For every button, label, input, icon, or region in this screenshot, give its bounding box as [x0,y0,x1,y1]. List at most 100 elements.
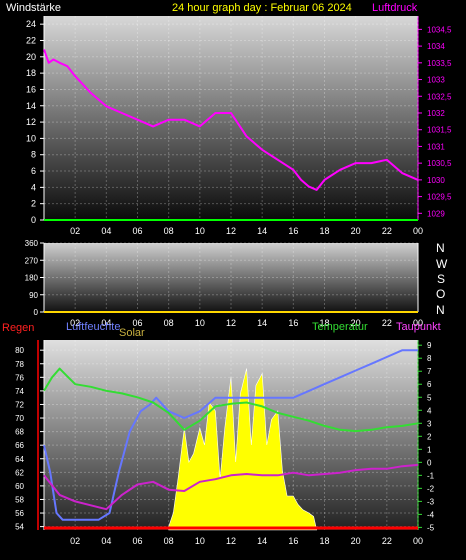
dewpoint-label: Taupunkt [396,321,441,333]
p2-x-tick-label: 08 [164,318,174,328]
p1-left-tick-label: 0 [31,215,36,225]
p1-right-tick-label: 1029,5 [427,193,452,202]
p1-right-tick-label: 1033 [427,76,445,85]
rain-label: Regen [2,322,34,334]
p1-left-tick-label: 2 [31,199,36,209]
p3-x-tick-label: 20 [351,536,361,546]
p1-left-tick-label: 8 [31,150,36,160]
p2-x-tick-label: 20 [351,318,361,328]
p1-x-tick-label: 08 [164,226,174,236]
humidity-tick-label: 64 [15,455,24,464]
p2-left-tick-label: 0 [34,308,39,317]
p1-x-tick-label: 20 [351,226,361,236]
compass-o: O [436,287,445,301]
p1-x-tick-label: 12 [226,226,236,236]
p1-left-tick-label: 24 [26,19,36,29]
p2-x-tick-label: 00 [413,318,423,328]
p2-left-tick-label: 270 [25,256,39,265]
wind-axis-label: Windstärke [6,2,61,14]
humidity-tick-label: 76 [15,373,24,382]
p2-left-tick-label: 360 [25,239,39,248]
compass-w: W [436,257,448,271]
p1-left-tick-label: 16 [26,84,36,94]
p1-x-tick-label: 02 [70,226,80,236]
chart-title: 24 hour graph day : Februar 06 2024 [172,2,352,14]
temperature-tick-label: 8 [427,354,432,363]
humidity-tick-label: 60 [15,482,24,491]
p3-x-tick-label: 00 [413,536,423,546]
temperature-tick-label: 5 [427,393,432,402]
humidity-tick-label: 54 [15,523,24,532]
temperature-tick-label: 6 [427,380,432,389]
p1-right-tick-label: 1034,5 [427,25,452,34]
humidity-tick-label: 78 [15,360,24,369]
temperature-tick-label: 7 [427,367,432,376]
p1-left-tick-label: 20 [26,52,36,62]
p2-x-tick-label: 14 [257,318,267,328]
compass-n-bottom: N [436,303,445,317]
p2-left-tick-label: 180 [25,274,39,283]
p1-right-tick-label: 1031 [427,142,445,151]
temperature-tick-label: 1 [427,445,432,454]
p2-x-tick-label: 10 [195,318,205,328]
temperature-tick-label: 4 [427,406,432,415]
humidity-tick-label: 80 [15,346,24,355]
p1-right-tick-label: 1032,5 [427,92,452,101]
p1-left-tick-label: 14 [26,101,36,111]
humidity-tick-label: 66 [15,441,24,450]
p1-x-tick-label: 18 [319,226,329,236]
p1-x-tick-label: 00 [413,226,423,236]
dewpoint-line [43,463,419,511]
p1-right-tick-label: 1033,5 [427,59,452,68]
temperature-tick-label: -1 [427,471,435,480]
temperature-tick-label: 3 [427,419,432,428]
temperature-tick-label: -2 [427,484,435,493]
humidity-line [43,349,418,521]
p3-x-tick-label: 14 [257,536,267,546]
p3-x-tick-label: 22 [382,536,392,546]
p1-x-tick-label: 06 [132,226,142,236]
p1-right-tick-label: 1034 [427,42,445,51]
p2-x-tick-label: 18 [319,318,329,328]
humidity-label: Luftfeuchte [66,321,120,333]
p1-left-tick-label: 10 [26,133,36,143]
temperature-tick-label: -5 [427,523,435,532]
p1-right-tick-label: 1032 [427,109,445,118]
p1-left-tick-label: 4 [31,182,36,192]
p1-x-tick-label: 16 [288,226,298,236]
p2-x-tick-label: 12 [226,318,236,328]
temperature-tick-label: 9 [427,341,432,350]
p2-x-tick-label: 16 [288,318,298,328]
p2-x-tick-label: 06 [132,318,142,328]
p1-left-tick-label: 22 [26,35,36,45]
p1-left-tick-label: 6 [31,166,36,176]
winddir-panel [44,243,418,312]
p2-x-tick-label: 02 [70,318,80,328]
p1-x-tick-label: 22 [382,226,392,236]
temperature-tick-label: -4 [427,510,435,519]
p3-x-tick-label: 04 [101,536,111,546]
p1-x-tick-label: 10 [195,226,205,236]
temperature-tick-label: -3 [427,497,435,506]
p3-x-tick-label: 12 [226,536,236,546]
solar-label: Solar [119,327,145,339]
temperature-tick-label: 2 [427,432,432,441]
temperature-label: Temperatur [312,321,368,333]
pressure-axis-label: Luftdruck [372,2,418,14]
compass-n-top: N [436,241,445,255]
p1-right-tick-label: 1029 [427,209,445,218]
temperature-line [43,367,419,433]
p1-x-tick-label: 14 [257,226,267,236]
p1-right-tick-label: 1030 [427,176,445,185]
humidity-tick-label: 68 [15,428,24,437]
p2-left-tick-label: 90 [29,291,38,300]
p3-x-tick-label: 08 [164,536,174,546]
humidity-tick-label: 58 [15,495,24,504]
pressure-line [43,49,419,191]
p1-right-tick-label: 1030,5 [427,159,452,168]
pressure-panel [44,16,418,220]
p3-x-tick-label: 06 [132,536,142,546]
solar-area [168,368,318,531]
